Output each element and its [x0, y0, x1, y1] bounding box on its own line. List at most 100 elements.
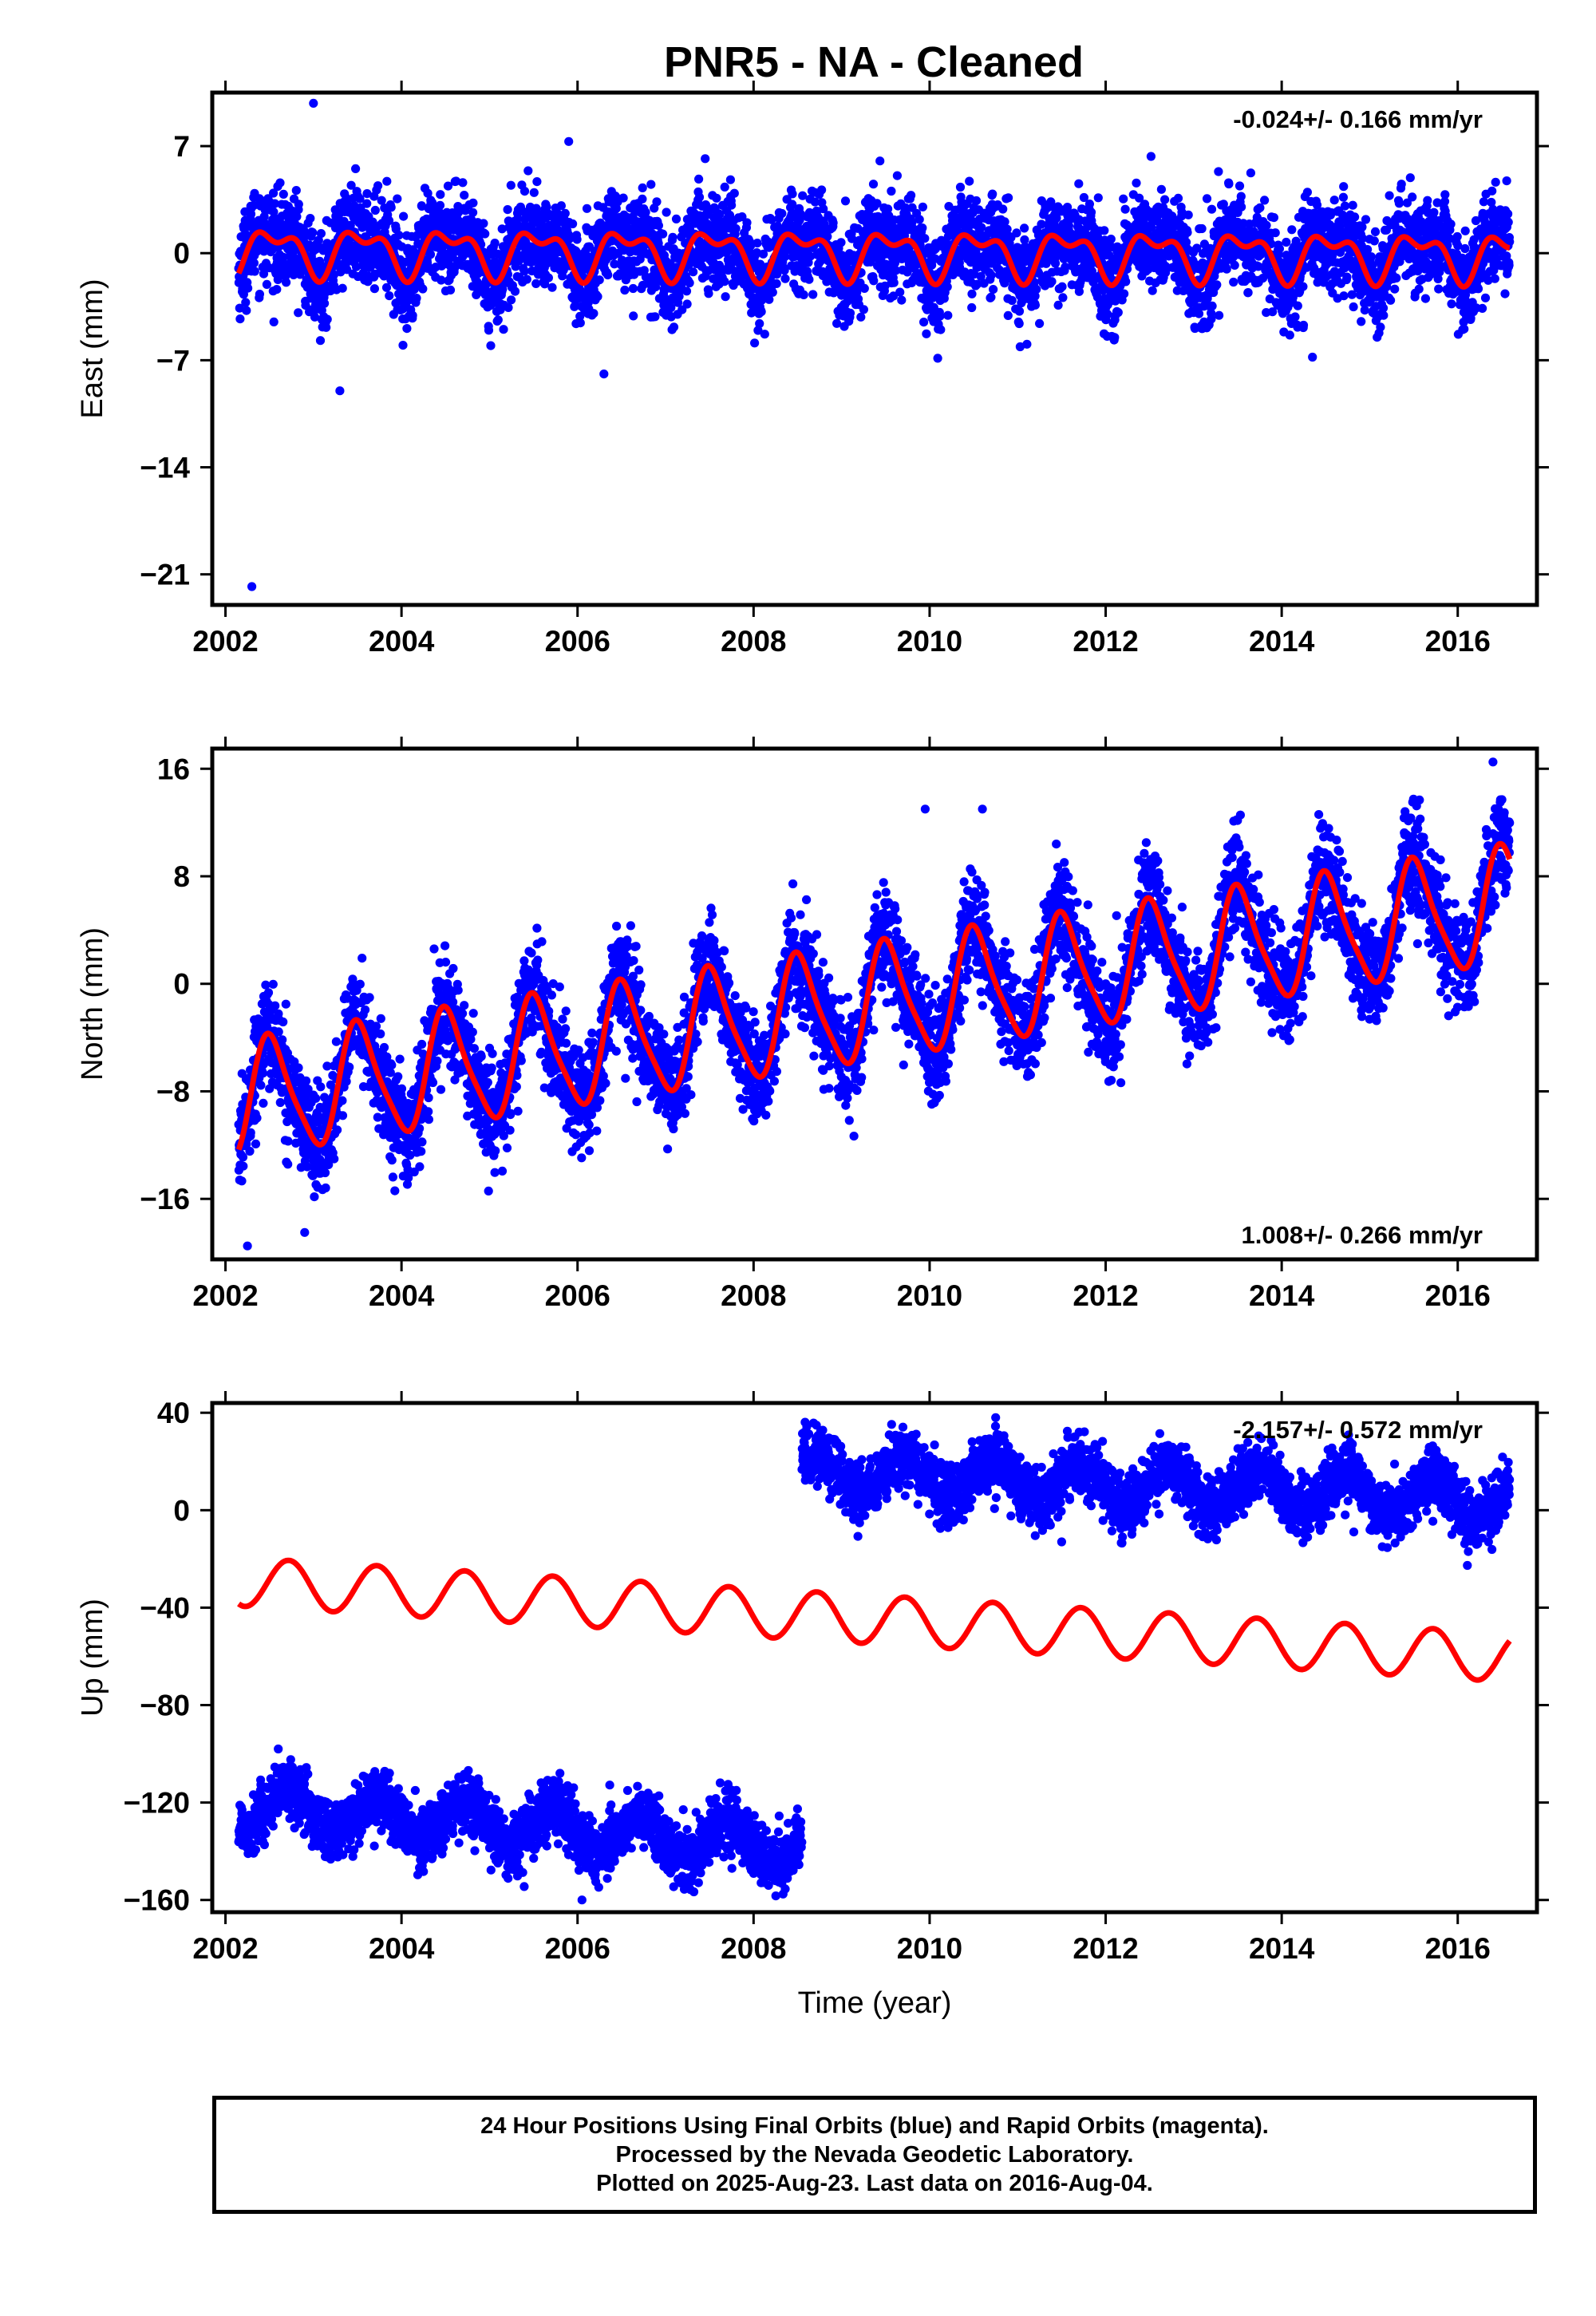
data-point: [694, 192, 705, 202]
data-point: [1183, 227, 1192, 237]
data-point: [1058, 293, 1068, 302]
data-point: [519, 267, 529, 276]
data-point: [507, 295, 516, 305]
data-point: [1000, 279, 1009, 288]
data-point: [936, 325, 946, 334]
data-point: [412, 294, 421, 303]
data-point: [1243, 288, 1253, 298]
data-point: [760, 330, 769, 339]
data-point: [1084, 200, 1094, 209]
data-point: [1003, 310, 1013, 320]
data-point: [828, 218, 838, 227]
data-point: [922, 329, 931, 338]
data-point: [1106, 235, 1116, 244]
data-point: [817, 185, 827, 195]
data-point: [1293, 301, 1302, 310]
data-point: [393, 194, 402, 204]
data-point: [1339, 291, 1349, 301]
data-point: [1379, 310, 1389, 320]
data-point: [1194, 309, 1204, 318]
data-point: [1285, 330, 1294, 340]
data-point: [965, 176, 974, 186]
data-point: [310, 312, 320, 322]
data-point: [1236, 192, 1246, 201]
data-point: [351, 262, 361, 271]
data-point: [497, 224, 507, 234]
data-point: [720, 182, 729, 192]
data-point: [1047, 277, 1057, 287]
data-point: [1050, 259, 1061, 268]
data-point: [1020, 223, 1029, 233]
data-point: [556, 201, 567, 211]
data-point: [1086, 207, 1096, 217]
data-point: [1394, 199, 1404, 208]
data-point: [768, 287, 777, 297]
data-point: [689, 267, 698, 277]
data-point: [443, 181, 453, 191]
data-point: [859, 305, 868, 314]
data-point: [506, 180, 516, 190]
data-point: [662, 207, 671, 217]
data-point: [377, 196, 386, 205]
data-point: [1183, 210, 1193, 219]
data-point: [235, 303, 244, 313]
data-point: [603, 270, 613, 280]
data-point: [294, 308, 303, 318]
data-point: [362, 199, 372, 208]
data-point: [1246, 168, 1255, 178]
chart-title: PNR5 - NA - Cleaned: [664, 38, 1084, 86]
data-point: [1298, 320, 1309, 330]
data-point: [918, 202, 927, 211]
data-point: [704, 289, 713, 298]
data-point: [1146, 152, 1156, 161]
data-point: [777, 208, 787, 219]
data-point: [279, 252, 288, 262]
data-point: [1035, 318, 1045, 328]
data-point: [650, 312, 660, 322]
data-point: [1369, 236, 1379, 246]
data-point: [351, 164, 361, 173]
data-point: [646, 180, 656, 189]
data-point: [967, 302, 977, 313]
data-point: [1274, 244, 1284, 254]
data-point: [320, 298, 330, 308]
data-point: [1093, 193, 1103, 203]
data-point: [560, 208, 570, 218]
data-point: [235, 314, 245, 324]
data-point: [369, 284, 379, 294]
data-point: [294, 200, 303, 209]
data-point: [720, 277, 729, 287]
data-point: [408, 310, 417, 320]
data-point: [1100, 226, 1109, 235]
data-point: [1282, 237, 1291, 247]
data-point: [977, 223, 986, 232]
data-point: [753, 239, 762, 248]
data-point: [402, 324, 412, 334]
data-point: [1262, 220, 1271, 230]
data-point: [1156, 184, 1166, 194]
data-point: [845, 308, 855, 318]
data-point: [493, 315, 503, 325]
data-point: [1110, 333, 1120, 342]
data-point: [671, 214, 681, 223]
data-point: [468, 198, 478, 207]
data-point: [386, 203, 396, 212]
data-point: [742, 218, 752, 227]
data-point: [840, 196, 851, 206]
data-point: [998, 204, 1008, 214]
data-point: [988, 189, 998, 199]
data-point: [652, 197, 662, 207]
data-point: [935, 311, 945, 321]
data-point: [1207, 314, 1216, 324]
data-point: [547, 283, 557, 292]
data-point: [1173, 193, 1183, 203]
data-point: [1113, 307, 1123, 318]
data-point: [869, 276, 879, 286]
data-point: [1030, 300, 1040, 310]
data-point: [499, 325, 508, 334]
data-point: [1260, 196, 1270, 205]
data-point: [490, 239, 500, 248]
data-point: [920, 234, 930, 243]
